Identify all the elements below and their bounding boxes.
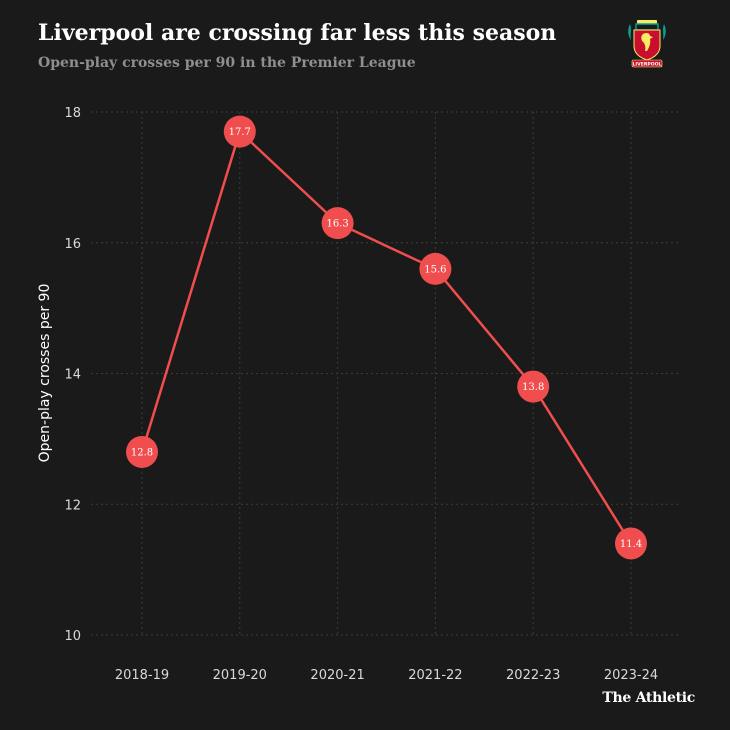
y-axis-label: Open-play crosses per 90 [37,283,53,463]
data-point [615,527,647,560]
x-tick-label: 2021-22 [408,668,462,683]
logo-text: LIVERPOOL [633,62,662,68]
x-tick-label: 2018-19 [115,668,169,683]
chart-subtitle: Open-play crosses per 90 in the Premier … [38,55,416,71]
y-tick-label: 18 [64,106,81,121]
y-tick-label: 14 [64,368,81,383]
data-label: 12.8 [131,447,153,458]
the-athletic-logo: The Athletic [602,690,695,706]
chart-title: Liverpool are crossing far less this sea… [38,20,557,46]
data-label: 13.8 [522,382,544,393]
y-tick-label: 12 [64,498,81,513]
data-point [419,252,452,285]
x-tick-label: 2019-20 [213,668,267,683]
x-axis-ticks: 2018-19 2019-20 2020-21 2021-22 2022-23 2023-… [115,668,658,683]
data-label: 15.6 [424,264,446,275]
data-point [321,207,354,240]
data-point [517,370,550,403]
series-line [140,130,633,545]
data-point [223,115,256,148]
y-axis-ticks: 10 12 14 16 18 [64,106,81,644]
data-point [126,435,158,468]
x-tick-label: 2023-24 [604,668,658,683]
y-tick-label: 10 [64,629,81,644]
x-tick-label: 2020-21 [310,668,364,683]
data-label: 17.7 [229,127,251,138]
grid-lines [91,111,680,636]
liverpool-crest-icon: LIVERPOOL [628,20,666,68]
data-label: 11.4 [620,539,642,550]
data-label: 16.3 [326,219,348,230]
data-points: 12.8 17.7 16.3 15.6 13.8 11.4 [126,115,647,560]
x-tick-label: 2022-23 [506,668,560,683]
y-tick-label: 16 [64,237,81,252]
